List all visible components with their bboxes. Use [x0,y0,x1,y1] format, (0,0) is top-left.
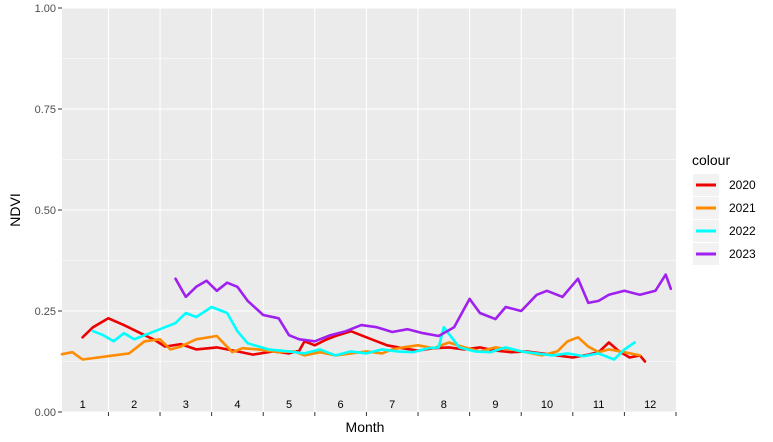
month-label: 8 [441,399,447,411]
legend-title: colour [692,152,730,168]
x-axis-title: Month [346,419,385,435]
y-axis-ticks: 0.00 0.25 0.50 0.75 1.00 [35,3,62,419]
y-tick-label: 0.75 [35,104,56,116]
month-label: 6 [338,399,344,411]
legend-label: 2020 [729,178,756,192]
month-label: 11 [593,399,604,411]
month-label: 4 [234,399,240,411]
minor-grid [62,58,676,362]
series-line-2023 [174,273,673,343]
month-label: 3 [183,399,189,411]
month-label: 12 [644,399,656,411]
month-label: 7 [389,399,395,411]
y-tick-label: 0.00 [35,407,56,419]
month-label: 1 [80,399,86,411]
y-tick-label: 0.50 [35,205,56,217]
month-label: 5 [286,399,292,411]
legend: colour 2020 2021 2022 2023 [692,152,756,265]
month-label: 9 [492,399,498,411]
series-line-2022 [91,305,637,361]
month-label: 10 [541,399,553,411]
y-tick-label: 1.00 [35,3,56,15]
legend-label: 2022 [729,224,756,238]
series-line-2020 [81,316,647,363]
month-label: 2 [131,399,137,411]
y-tick-label: 0.25 [35,306,56,318]
legend-label: 2023 [729,247,756,261]
y-axis-title: NDVI [7,193,23,226]
month-labels: 1 2 3 4 5 6 7 8 9 10 11 12 [80,399,657,411]
x-axis-ticks [107,412,677,416]
legend-label: 2021 [729,201,756,215]
series-lines [60,273,673,363]
